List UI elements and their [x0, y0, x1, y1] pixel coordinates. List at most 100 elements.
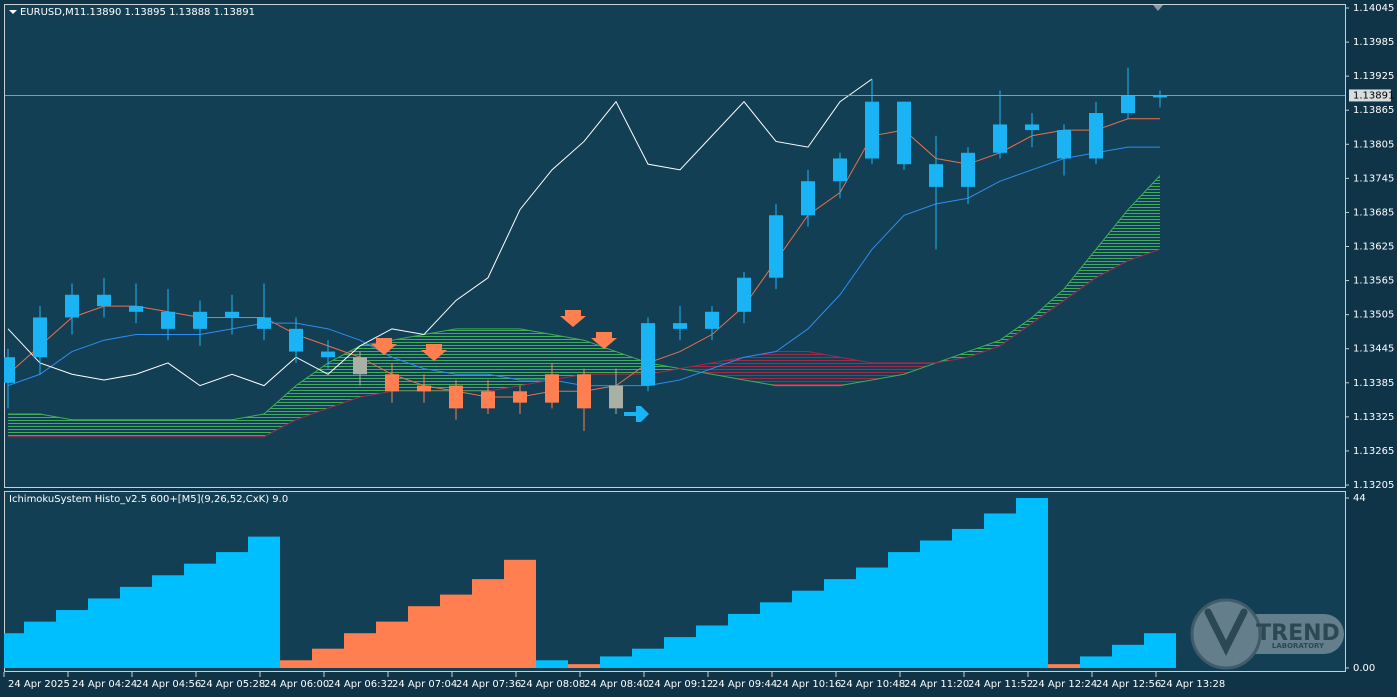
cloud [232, 414, 264, 437]
current-price-box [1349, 89, 1391, 102]
watermark-glyph [1204, 608, 1248, 656]
histogram-bar [472, 579, 504, 668]
y-tick-label: 1.13685 [1353, 207, 1394, 218]
candle-body [801, 181, 815, 216]
histogram-bar [1144, 633, 1176, 668]
histogram-bar [536, 660, 568, 668]
y-tick-label: 1.13745 [1353, 173, 1394, 184]
candle-body [481, 391, 495, 409]
histogram-bar [1048, 664, 1080, 668]
watermark: TREND LABORATORY [1190, 598, 1344, 670]
candle-body [769, 215, 783, 278]
cloud [1032, 289, 1064, 324]
y-tick-label: 1.13805 [1353, 139, 1394, 150]
histogram-bar [344, 633, 376, 668]
histogram-bar [952, 528, 984, 668]
chart-title: EURUSD,M1 [20, 7, 80, 18]
histogram-bar [568, 664, 600, 668]
candle-body [897, 101, 911, 165]
cloud [104, 419, 136, 437]
candle-body [289, 328, 303, 352]
watermark-title: TREND [1256, 621, 1340, 646]
candle-body [865, 101, 879, 159]
ohlc-values: 1.13890 1.13895 1.13888 1.13891 [80, 7, 255, 18]
cloud [40, 414, 72, 437]
cloud [200, 419, 232, 437]
x-tick-label: 24 Apr 11:52 [968, 679, 1033, 690]
candle-body [545, 374, 559, 403]
cloud [840, 357, 872, 386]
shift-marker [1153, 5, 1163, 11]
x-tick-label: 24 Apr 07:36 [456, 679, 521, 690]
histogram-bar [376, 621, 408, 668]
cloud [968, 340, 1000, 358]
histogram-bar [856, 567, 888, 668]
y-tick-label: 0.00 [1353, 663, 1375, 674]
candle-body [257, 317, 271, 329]
x-tick-label: 24 Apr 09:12 [648, 679, 713, 690]
histogram-bar [408, 606, 440, 668]
candle-body [513, 391, 527, 403]
cloud [424, 328, 456, 392]
cloud [808, 351, 840, 386]
histogram-bar [920, 540, 952, 668]
candle-body [417, 385, 431, 392]
histogram-bar [216, 552, 248, 668]
cloud [488, 328, 520, 392]
x-tick-label: 24 Apr 04:56 [136, 679, 201, 690]
histogram-bar [728, 613, 760, 668]
x-tick-label: 24 Apr 10:48 [840, 679, 905, 690]
candle-body [33, 317, 47, 358]
candle-body [193, 311, 207, 329]
x-tick-label: 24 Apr 08:40 [584, 679, 649, 690]
histogram-plot [4, 498, 1176, 668]
watermark-subtitle: LABORATORY [1272, 642, 1325, 650]
candle-body [737, 277, 751, 312]
cloud [168, 419, 200, 437]
candle-body [1089, 113, 1103, 159]
y-tick-label: 1.13865 [1353, 105, 1394, 116]
indicator-line [7, 78, 873, 387]
cloud [712, 357, 744, 380]
main-plot [4, 67, 1167, 438]
sell-arrow [560, 310, 586, 327]
indicator-title: IchimokuSystem Histo_v2.5 600+[M5](9,26,… [9, 494, 288, 505]
x-tick-label: 24 Apr 10:16 [776, 679, 841, 690]
x-tick-label: 24 Apr 11:20 [904, 679, 969, 690]
cloud [456, 328, 488, 392]
histogram-bar [696, 625, 728, 668]
histogram-bar [824, 579, 856, 668]
watermark-logo [1190, 598, 1262, 670]
x-tick-label: 24 Apr 2025 [8, 679, 70, 690]
cloud [328, 345, 360, 409]
histogram-bar [664, 637, 696, 668]
histogram-bar [888, 552, 920, 668]
sell-arrow [591, 332, 617, 349]
y-tick-label: 1.13385 [1353, 378, 1394, 389]
histogram-bar [632, 648, 664, 668]
candle-body [929, 164, 943, 187]
y-tick-label: 1.13445 [1353, 344, 1394, 355]
span-a-line [8, 175, 1161, 421]
histogram-bar [4, 633, 24, 668]
cloud [648, 362, 680, 375]
candle-body [65, 294, 79, 318]
cloud [1128, 175, 1160, 261]
histogram-bar [1080, 656, 1112, 668]
sell-arrow [421, 344, 447, 361]
candle-body [641, 323, 655, 386]
cloud [8, 414, 40, 437]
candle-body [385, 374, 399, 392]
candle-body [577, 374, 591, 409]
histogram-bar [1112, 644, 1144, 668]
candle-body [449, 385, 463, 409]
histogram-bar [1016, 498, 1048, 668]
y-tick-label: 1.14045 [1353, 3, 1394, 14]
histogram-bar [600, 656, 632, 668]
x-tick-label: 24 Apr 06:32 [328, 679, 393, 690]
histogram-bar [504, 559, 536, 668]
histogram-bar [152, 575, 184, 668]
histogram-bar [312, 648, 344, 668]
cloud [1096, 209, 1128, 278]
candle-body [673, 323, 687, 329]
